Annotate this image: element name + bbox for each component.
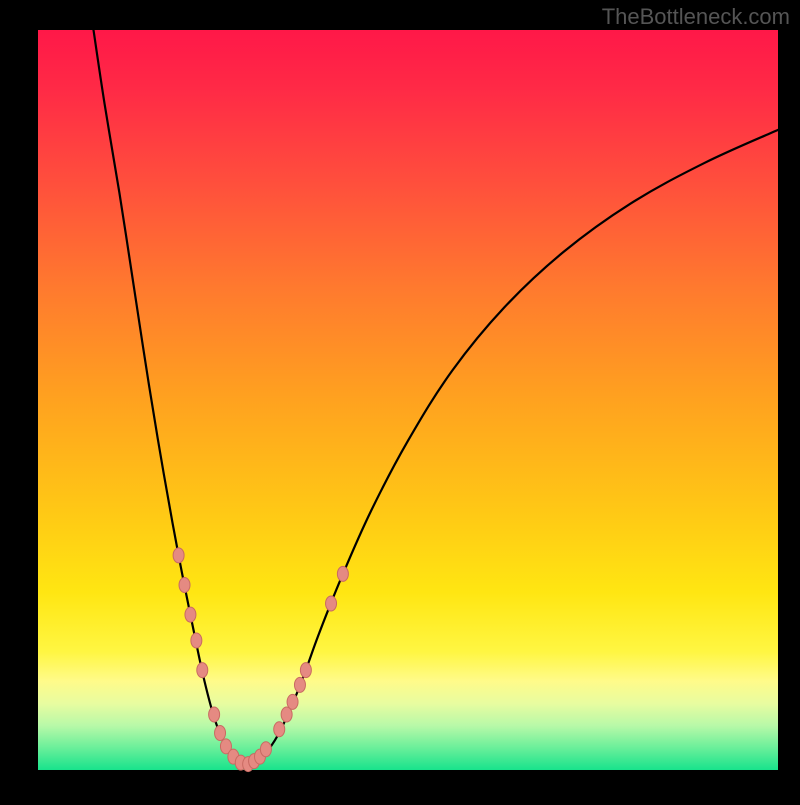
curve-marker — [260, 742, 271, 757]
gradient-background — [38, 30, 778, 770]
bottleneck-chart — [0, 0, 800, 800]
curve-marker — [337, 566, 348, 581]
curve-marker — [287, 694, 298, 709]
curve-marker — [179, 578, 190, 593]
curve-marker — [197, 663, 208, 678]
curve-marker — [294, 677, 305, 692]
curve-marker — [209, 707, 220, 722]
curve-marker — [191, 633, 202, 648]
chart-area — [0, 0, 800, 805]
watermark: TheBottleneck.com — [602, 4, 790, 30]
curve-marker — [215, 726, 226, 741]
curve-marker — [300, 663, 311, 678]
curve-marker — [326, 596, 337, 611]
curve-marker — [185, 607, 196, 622]
curve-marker — [173, 548, 184, 563]
curve-marker — [274, 722, 285, 737]
